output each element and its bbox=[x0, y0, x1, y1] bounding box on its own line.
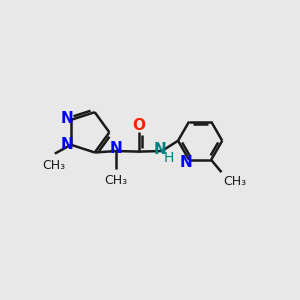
Text: N: N bbox=[154, 142, 167, 157]
Text: H: H bbox=[164, 151, 174, 164]
Text: N: N bbox=[61, 111, 74, 126]
Text: N: N bbox=[61, 137, 74, 152]
Text: CH₃: CH₃ bbox=[223, 175, 246, 188]
Text: CH₃: CH₃ bbox=[104, 174, 128, 187]
Text: N: N bbox=[110, 141, 122, 156]
Text: O: O bbox=[132, 118, 145, 133]
Text: CH₃: CH₃ bbox=[42, 159, 65, 172]
Text: N: N bbox=[180, 155, 193, 170]
